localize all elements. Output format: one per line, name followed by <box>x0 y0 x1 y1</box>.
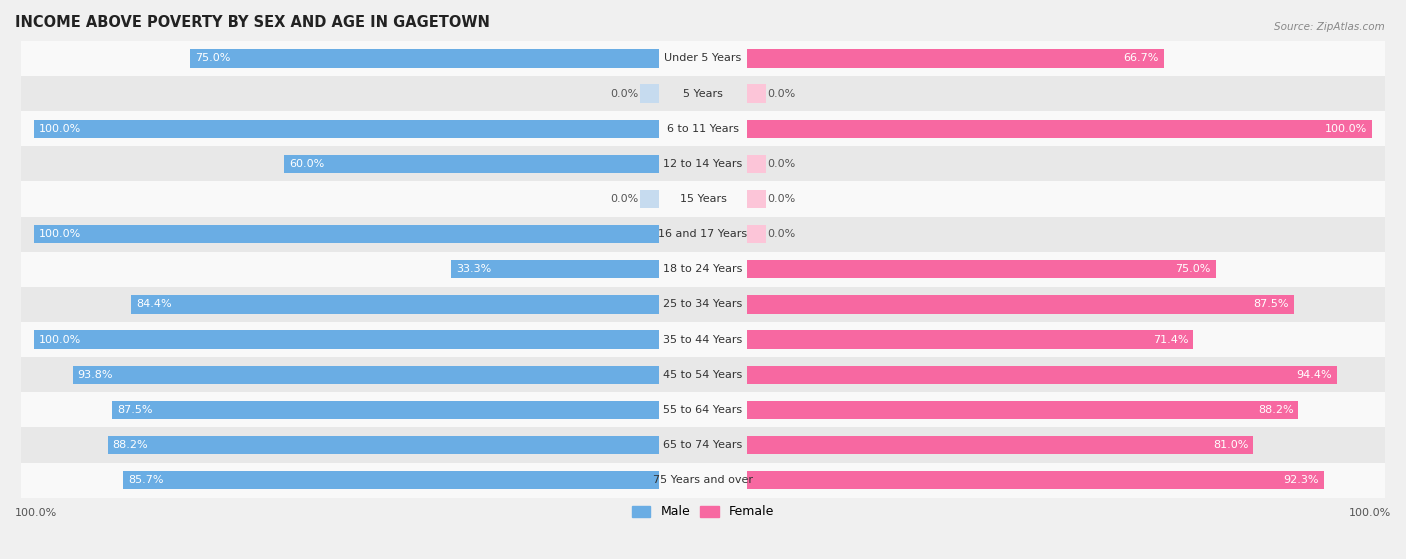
Text: 100.0%: 100.0% <box>1324 124 1367 134</box>
Text: 15 Years: 15 Years <box>679 194 727 204</box>
Bar <box>34 225 659 243</box>
Text: 75.0%: 75.0% <box>1175 264 1211 274</box>
Bar <box>641 84 659 103</box>
Bar <box>34 330 659 349</box>
Text: INCOME ABOVE POVERTY BY SEX AND AGE IN GAGETOWN: INCOME ABOVE POVERTY BY SEX AND AGE IN G… <box>15 15 489 30</box>
Text: 18 to 24 Years: 18 to 24 Years <box>664 264 742 274</box>
Text: 5 Years: 5 Years <box>683 89 723 98</box>
Bar <box>451 260 659 278</box>
Bar <box>747 225 765 243</box>
Legend: Male, Female: Male, Female <box>627 500 779 523</box>
Text: 87.5%: 87.5% <box>1254 300 1289 310</box>
Text: 92.3%: 92.3% <box>1284 475 1319 485</box>
Text: 16 and 17 Years: 16 and 17 Years <box>658 229 748 239</box>
Bar <box>112 401 659 419</box>
Bar <box>21 357 1385 392</box>
Text: 71.4%: 71.4% <box>1153 335 1188 344</box>
Bar <box>108 436 659 454</box>
Text: 93.8%: 93.8% <box>77 369 112 380</box>
Bar <box>21 146 1385 182</box>
Text: 100.0%: 100.0% <box>39 229 82 239</box>
Bar <box>21 111 1385 146</box>
Text: 75 Years and over: 75 Years and over <box>652 475 754 485</box>
Text: 35 to 44 Years: 35 to 44 Years <box>664 335 742 344</box>
Text: 75.0%: 75.0% <box>195 54 231 64</box>
Text: 100.0%: 100.0% <box>1348 508 1391 518</box>
Bar <box>124 471 659 489</box>
Bar <box>747 120 1372 138</box>
Bar <box>21 463 1385 498</box>
Text: 0.0%: 0.0% <box>610 194 638 204</box>
Text: 55 to 64 Years: 55 to 64 Years <box>664 405 742 415</box>
Text: 0.0%: 0.0% <box>768 194 796 204</box>
Bar <box>34 120 659 138</box>
Bar <box>747 401 1298 419</box>
Bar <box>747 295 1294 314</box>
Bar <box>747 260 1216 278</box>
Bar <box>21 287 1385 322</box>
Bar <box>73 366 659 384</box>
Bar <box>747 155 765 173</box>
Text: 81.0%: 81.0% <box>1213 440 1249 450</box>
Text: 0.0%: 0.0% <box>610 89 638 98</box>
Text: 88.2%: 88.2% <box>1258 405 1294 415</box>
Text: 100.0%: 100.0% <box>15 508 58 518</box>
Text: 45 to 54 Years: 45 to 54 Years <box>664 369 742 380</box>
Text: 65 to 74 Years: 65 to 74 Years <box>664 440 742 450</box>
Text: 0.0%: 0.0% <box>768 229 796 239</box>
Bar <box>21 76 1385 111</box>
Bar <box>747 84 765 103</box>
Bar <box>21 216 1385 252</box>
Text: 84.4%: 84.4% <box>136 300 172 310</box>
Bar <box>747 49 1164 68</box>
Bar <box>747 436 1253 454</box>
Text: 0.0%: 0.0% <box>768 159 796 169</box>
Bar <box>747 190 765 208</box>
Text: 25 to 34 Years: 25 to 34 Years <box>664 300 742 310</box>
Text: Source: ZipAtlas.com: Source: ZipAtlas.com <box>1274 22 1385 32</box>
Text: 66.7%: 66.7% <box>1123 54 1159 64</box>
Bar <box>21 182 1385 216</box>
Bar <box>747 471 1324 489</box>
Bar <box>21 392 1385 428</box>
Text: 100.0%: 100.0% <box>39 124 82 134</box>
Text: 60.0%: 60.0% <box>290 159 325 169</box>
Text: 88.2%: 88.2% <box>112 440 148 450</box>
Bar <box>21 428 1385 463</box>
Text: 94.4%: 94.4% <box>1296 369 1333 380</box>
Text: Under 5 Years: Under 5 Years <box>665 54 741 64</box>
Bar <box>747 366 1337 384</box>
Text: 87.5%: 87.5% <box>117 405 152 415</box>
Bar <box>284 155 659 173</box>
Text: 0.0%: 0.0% <box>768 89 796 98</box>
Bar <box>21 252 1385 287</box>
Bar <box>641 190 659 208</box>
Text: 33.3%: 33.3% <box>456 264 491 274</box>
Bar <box>21 41 1385 76</box>
Bar <box>747 330 1194 349</box>
Text: 6 to 11 Years: 6 to 11 Years <box>666 124 740 134</box>
Bar <box>21 322 1385 357</box>
Text: 100.0%: 100.0% <box>39 335 82 344</box>
Text: 85.7%: 85.7% <box>128 475 163 485</box>
Bar <box>131 295 659 314</box>
Text: 12 to 14 Years: 12 to 14 Years <box>664 159 742 169</box>
Bar <box>190 49 659 68</box>
